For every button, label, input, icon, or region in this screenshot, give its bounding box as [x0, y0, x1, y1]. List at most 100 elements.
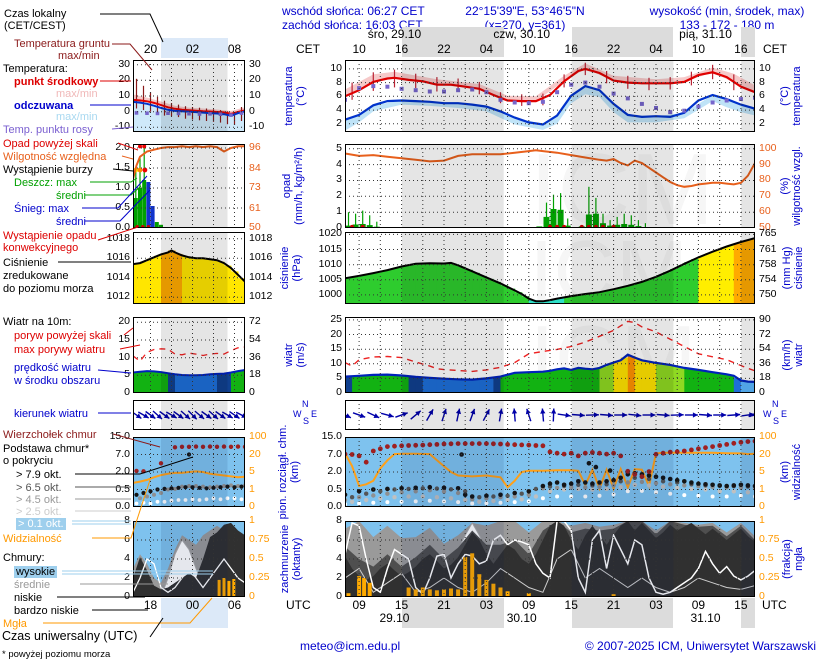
compass-icon-right-n: N: [772, 399, 779, 409]
legend-snieg2: średni: [56, 216, 86, 228]
ytick-right-mini_cbase: 100: [249, 430, 267, 442]
legend-temp1: punkt środkowy: [14, 76, 99, 88]
legend-burza: Wystąpienie burzy: [3, 164, 93, 176]
sunrise-text: wschód słońca: 06:27 CET: [282, 4, 425, 18]
legend-chm4: bardzo niskie: [14, 605, 79, 617]
ytick-right-main_temp: 10: [759, 61, 771, 74]
ytick-left-main_press: 1005: [318, 272, 342, 285]
legend-okt3: > 4.5 okt.: [16, 494, 62, 506]
ytick-right-mini_temp: -10: [249, 120, 265, 133]
compass-icon-right-s: S: [773, 416, 780, 426]
panel-main_cbase: [345, 437, 755, 507]
panel-mini_precip: [133, 144, 245, 228]
altitude-label: wysokość (min, środek, max): [649, 4, 805, 18]
ytick-left-main_press: 1015: [318, 242, 342, 255]
ytick-right-mini_ccov: 1: [249, 514, 255, 526]
ytick-right-mini_precip: 96: [249, 141, 261, 153]
ytick-left-main_cbase: 0.5: [327, 482, 342, 495]
ytick-left-mini_ccov: 4: [124, 552, 130, 564]
legend-wiatr2: max porywy wiatru: [14, 344, 106, 356]
ytick-left-mini_press: 1018: [106, 231, 130, 244]
cet-tick: 22: [437, 42, 451, 56]
ytick-left-main_precip: 4: [336, 157, 342, 170]
ytick-right-mini_cbase: 1: [249, 482, 255, 495]
ytick-left-mini_ccov: 8: [124, 514, 130, 526]
ytick-left-mini_wind: 0: [124, 386, 130, 398]
legend-wierz: Wierzchołek chmur: [3, 429, 97, 441]
grid-xy-text: (x=270, y=361): [484, 18, 566, 32]
night-band-bottom: [741, 598, 755, 628]
ytick-left-mini_cbase: 0.5: [115, 482, 130, 495]
panel-main_wind: ICM: [345, 317, 755, 393]
legend-cis1: Ciśnienie: [3, 257, 49, 269]
ytick-right-mini_press: 1016: [249, 251, 273, 264]
ytick-right-mini_ccov: 0.25: [249, 571, 270, 583]
ytick-right-main_temp: 4: [759, 103, 765, 116]
ytick-left-mini_precip: 0.5: [115, 201, 130, 213]
ytick-left-main_precip: 5: [336, 141, 342, 154]
legend-wiatr3: prędkość wiatru: [14, 362, 92, 374]
compass-icon-right-w: W: [763, 409, 772, 419]
ytick-right-main_wind: 90: [759, 312, 771, 325]
legend-czas1: Czas lokalny: [4, 8, 67, 20]
day-label: śro, 29.10: [367, 27, 422, 41]
ytick-right-main_precip: 70: [759, 189, 771, 202]
mini-band-top: [161, 38, 228, 58]
legend-mgla: Mgła: [3, 618, 27, 630]
night-band-top: [401, 27, 504, 57]
compass-icon-right-e: E: [781, 409, 788, 419]
compass-icon-left-e: E: [311, 409, 318, 419]
ytick-right-mini_temp: 0: [249, 104, 255, 117]
ytick-left-main_precip: 3: [336, 173, 342, 186]
ytick-right-main_ccov: 0.75: [759, 533, 780, 545]
panel-main_temp: [345, 60, 755, 132]
mini-top-tick: 20: [143, 42, 158, 56]
ytick-right-mini_cbase: 5: [249, 465, 255, 477]
ytick-right-mini_wind: 18: [249, 368, 261, 381]
legend-okt2: > 6.5 okt.: [16, 482, 62, 494]
cet-tick: 10: [691, 42, 706, 56]
legend-opad1: Opad powyżej skali: [3, 138, 98, 150]
ytick-left-mini_precip: 1.5: [115, 161, 130, 173]
utc-axis-label: Czas uniwersalny (UTC): [2, 629, 138, 643]
ytick-left-mini_temp: 10: [118, 89, 130, 101]
night-band-top: [741, 27, 755, 57]
legend-temp0: Temperatura:: [3, 63, 68, 75]
ytick-left-main_wind: 5: [336, 371, 342, 384]
ytick-left-main_wind: 10: [330, 356, 342, 369]
night-band-top: [571, 27, 674, 57]
contact-email[interactable]: meteo@icm.edu.pl: [300, 639, 401, 653]
legend-cis2: zredukowane: [3, 270, 69, 282]
ytick-right-main_wind: 72: [759, 327, 771, 340]
utc-tick: 03: [479, 598, 494, 612]
mini-top-tick: 02: [185, 42, 200, 56]
legend-podst2: o pokryciu: [3, 455, 54, 467]
legend-chm2: średnie: [14, 579, 51, 591]
legend-okt4: > 2.5 okt.: [16, 506, 62, 518]
ytick-left-main_temp: 4: [336, 103, 342, 116]
legend-wiatr1: poryw powyżej skali: [14, 330, 112, 342]
ytick-right-main_press: 761: [759, 242, 777, 255]
ytick-right-mini_cbase: 0: [249, 500, 255, 512]
legend-chm3: niskie: [14, 592, 43, 604]
ytick-right-mini_cbase: 20: [249, 447, 261, 460]
ytick-right-main_precip: 100: [759, 141, 777, 154]
utc-tick: 09: [522, 598, 536, 612]
ytick-left-mini_wind: 20: [118, 315, 130, 328]
date-label: 31.10: [690, 611, 721, 625]
date-label: 29.10: [379, 611, 410, 625]
panel-main_press: ICM: [345, 232, 755, 304]
ytick-right-mini_press: 1012: [249, 290, 273, 303]
cet-tick: 10: [522, 42, 536, 56]
legend-kier: kierunek wiatru: [14, 408, 88, 420]
legend-czas2: (CET/CEST): [4, 20, 66, 32]
legend-konw2: konwekcyjnego: [3, 242, 79, 254]
copyright-text: © 2007-2025 ICM, Uniwersytet Warszawski: [584, 639, 816, 653]
cet-tick: 04: [479, 42, 494, 56]
ytick-right-main_ccov: 1: [759, 514, 765, 526]
ytick-left-main_press: 1020: [318, 227, 342, 240]
utc-tick: 15: [734, 598, 748, 612]
utc-tick: 03: [649, 598, 663, 612]
ytick-right-main_cbase: 100: [759, 430, 777, 442]
ytick-right-mini_precip: 84: [249, 161, 261, 174]
